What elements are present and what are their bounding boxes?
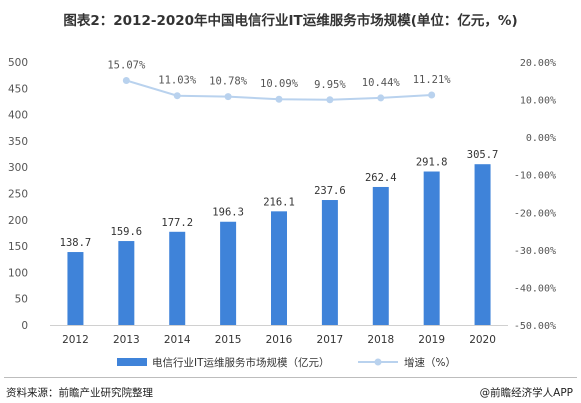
x-tick-label: 2016 xyxy=(266,334,293,346)
right-tick-label: -40.00% xyxy=(514,283,556,294)
left-tick-label: 250 xyxy=(8,189,28,201)
bar-value-label: 216.1 xyxy=(263,196,295,208)
left-tick-label: 300 xyxy=(8,162,28,174)
bar-value-label: 237.6 xyxy=(314,185,346,197)
right-tick-label: -20.00% xyxy=(514,208,556,219)
line-series: 15.07% 11.03% 10.78% 10.09% 9.95% 10.44% 11.21… xyxy=(107,60,451,104)
legend-bar-label: 电信行业IT运维服务市场规模（亿元） xyxy=(152,356,330,369)
bar xyxy=(321,200,338,325)
x-tick-label: 2019 xyxy=(418,334,445,346)
left-tick-label: 200 xyxy=(8,215,28,227)
legend-bar-swatch xyxy=(117,358,147,366)
bar xyxy=(67,252,84,325)
left-tick-label: 150 xyxy=(8,241,28,253)
right-tick-label: -50.00% xyxy=(514,321,556,332)
growth-point xyxy=(224,93,232,101)
growth-value-label: 10.78% xyxy=(209,76,248,88)
footer-divider xyxy=(4,377,577,378)
x-tick-label: 2015 xyxy=(215,334,242,346)
growth-point xyxy=(377,94,385,102)
growth-value-label: 11.21% xyxy=(413,74,452,86)
left-tick-label: 350 xyxy=(8,136,28,148)
growth-point xyxy=(428,91,436,99)
x-tick-label: 2014 xyxy=(164,334,191,346)
growth-value-label: 10.09% xyxy=(260,78,299,90)
bar-value-label: 305.7 xyxy=(467,149,499,161)
bar xyxy=(372,186,389,325)
right-tick-label: 20.00% xyxy=(520,58,556,69)
bar-value-label: 138.7 xyxy=(60,237,92,249)
bar-value-label: 262.4 xyxy=(365,172,397,184)
x-tick-label: 2013 xyxy=(113,334,140,346)
bar xyxy=(423,171,440,325)
x-tick-label: 2017 xyxy=(317,334,344,346)
bar-value-label: 291.8 xyxy=(416,157,448,169)
footer-source: 资料来源：前瞻产业研究院整理 xyxy=(6,387,153,399)
growth-value-label: 11.03% xyxy=(158,75,197,87)
right-tick-label: -30.00% xyxy=(514,246,556,257)
x-tick-label: 2012 xyxy=(62,334,89,346)
right-tick-label: 0.00% xyxy=(526,133,556,144)
chart-title: 图表2：2012-2020年中国电信行业IT运维服务市场规模(单位：亿元，%) xyxy=(63,13,518,29)
bar xyxy=(169,231,186,325)
x-tick-label: 2020 xyxy=(469,334,496,346)
left-tick-label: 450 xyxy=(8,83,28,95)
left-tick-label: 500 xyxy=(8,57,28,69)
bar-value-label: 159.6 xyxy=(111,226,143,238)
legend-line-marker xyxy=(374,358,382,366)
growth-point xyxy=(275,95,283,103)
growth-point xyxy=(173,92,181,100)
growth-value-label: 15.07% xyxy=(107,60,146,72)
growth-value-label: 9.95% xyxy=(314,79,346,91)
footer-credit: @前瞻经济学人APP xyxy=(479,387,573,399)
left-y-axis: 0 50 100 150 200 250 300 350 400 450 500 xyxy=(8,57,28,332)
right-tick-label: 10.00% xyxy=(520,96,556,107)
growth-point xyxy=(122,77,130,85)
bar-value-label: 177.2 xyxy=(161,217,193,229)
bar-series: 138.7 159.6 177.2 196.3 216.1 237.6 262.4 291.8… xyxy=(60,149,499,325)
legend-line-label: 增速（%） xyxy=(404,356,456,369)
left-tick-label: 100 xyxy=(8,267,28,279)
right-y-axis: 20.00% 10.00% 0.00% -10.00% -20.00% -30.00% -4… xyxy=(514,58,556,332)
growth-value-label: 10.44% xyxy=(362,77,401,89)
bar xyxy=(271,211,287,325)
left-tick-label: 400 xyxy=(8,110,28,122)
growth-point xyxy=(326,96,334,104)
x-axis: 2012 2013 2014 2015 2016 2017 2018 2019 2020 xyxy=(50,325,508,346)
bar xyxy=(220,221,237,325)
chart-svg: 0 50 100 150 200 250 300 350 400 450 500 20.00% 10.… xyxy=(8,57,556,369)
bar xyxy=(474,164,491,325)
right-tick-label: -10.00% xyxy=(514,171,556,182)
left-tick-label: 0 xyxy=(21,320,28,332)
bar-value-label: 196.3 xyxy=(212,207,244,219)
x-tick-label: 2018 xyxy=(367,334,394,346)
legend: 电信行业IT运维服务市场规模（亿元） 增速（%） xyxy=(117,356,456,369)
bar xyxy=(118,241,135,325)
left-tick-label: 50 xyxy=(15,294,28,306)
